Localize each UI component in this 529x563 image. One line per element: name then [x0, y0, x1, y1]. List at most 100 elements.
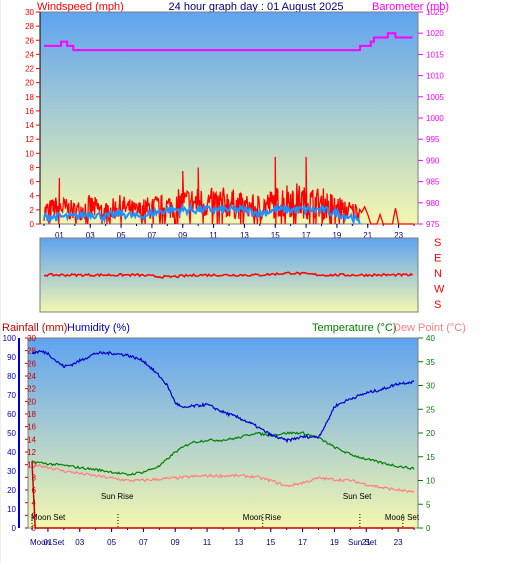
rainfall-axis-label: Rainfall (mm): [2, 322, 67, 334]
rain-y-tick-label: 24: [27, 372, 36, 381]
dewpoint-axis-label: Dew Point (°C): [393, 322, 466, 334]
wind-x-tick-label: 03: [86, 231, 95, 240]
wind-x-tick-label: 13: [240, 231, 249, 240]
rain-y-tick-label: 14: [27, 435, 36, 444]
humidity-axis-label: Humidity (%): [67, 322, 130, 334]
temp-plot-area: [27, 337, 419, 529]
temperature-axis-label: Temperature (°C): [312, 322, 396, 334]
humidity-y-tick-label: 20: [7, 486, 16, 495]
humidity-y-axis: 0 10 20 30 40 50 60 70 80 90 100: [3, 334, 20, 533]
wind-y-tick-label: 10: [25, 149, 34, 158]
wind-y-tick-label: 4: [30, 192, 35, 201]
humidity-y-tick-label: 80: [7, 372, 16, 381]
wind-y-tick-label: 22: [25, 65, 34, 74]
humidity-y-tick-label: 60: [7, 410, 16, 419]
wind-plot-area: [39, 11, 419, 225]
temp-x-tick-label: 21: [362, 538, 371, 547]
wind-y-tick-label: 8: [30, 163, 35, 172]
temp-y-tick-label: 0: [426, 524, 431, 533]
moon-set-label-left: Moon Set: [31, 513, 66, 522]
wind-x-tick-label: 19: [332, 231, 341, 240]
rain-y-tick-label: 16: [27, 423, 36, 432]
sun-set-axis-marker: Sun Set: [348, 538, 377, 547]
rain-y-tick-label: 30: [27, 334, 36, 343]
wind-x-tick-label: 01: [55, 231, 64, 240]
sun-rise-label: Sun Rise: [101, 492, 134, 501]
baro-y-tick-label: 980: [426, 199, 440, 208]
barometer-axis-label: Barometer (mb): [372, 1, 449, 13]
moon-set-label-right: Moon Set: [385, 513, 420, 522]
temperature-series: [31, 431, 415, 476]
wind-y-tick-label: 26: [25, 36, 34, 45]
temp-x-tick-label: 07: [139, 538, 148, 547]
temp-y-tick-label: 15: [426, 453, 435, 462]
baro-y-tick-label: 1005: [426, 93, 444, 102]
moon-rise-label: Moon Rise: [243, 513, 282, 522]
temp-x-tick-label: 01: [43, 538, 52, 547]
temp-x-tick-label: 09: [171, 538, 180, 547]
wind-y-tick-label: 28: [25, 22, 34, 31]
chart-title: 24 hour graph day : 01 August 2025: [169, 1, 344, 13]
temp-x-tick-label: 13: [234, 538, 243, 547]
wind-y-tick-label: 18: [25, 93, 34, 102]
direction-series-group: [43, 271, 414, 279]
wind-x-tick-label: 11: [209, 231, 218, 240]
temp-y-tick-label: 40: [426, 334, 435, 343]
baro-y-tick-label: 995: [426, 135, 440, 144]
compass-label: S: [434, 299, 441, 311]
rain-y-tick-label: 28: [27, 347, 36, 356]
humidity-series: [31, 349, 415, 444]
humidity-y-tick-label: 100: [3, 334, 17, 343]
temp-x-tick-label: 17: [298, 538, 307, 547]
rain-y-tick-label: 22: [27, 385, 36, 394]
wind-x-tick-label: 09: [178, 231, 187, 240]
moon-set-axis-marker: Moon Set: [30, 538, 65, 547]
humidity-y-tick-label: 10: [7, 505, 16, 514]
humidity-y-tick-label: 0: [12, 524, 17, 533]
compass-label: E: [434, 253, 441, 265]
wind-direction-series: [43, 271, 414, 279]
wind-baro-panel: Windspeed (mph) 24 hour graph day : 01 A…: [25, 1, 449, 240]
baro-y-tick-label: 985: [426, 178, 440, 187]
temp-x-tick-label: 11: [203, 538, 212, 547]
wind-y-tick-label: 14: [25, 121, 34, 130]
baro-y-tick-label: 1015: [426, 50, 444, 59]
wind-x-tick-label: 21: [363, 231, 372, 240]
temp-x-tick-label: 19: [330, 538, 339, 547]
rain-y-tick-label: 18: [27, 410, 36, 419]
rain-y-tick-label: 20: [27, 397, 36, 406]
wind-y-tick-label: 30: [25, 8, 34, 17]
wind-x-tick-label: 17: [302, 231, 311, 240]
compass-label: S: [434, 237, 441, 249]
compass-label: W: [434, 284, 445, 296]
temp-x-tick-label: 03: [75, 538, 84, 547]
compass-label: N: [434, 268, 442, 280]
wind-y-tick-label: 16: [25, 107, 34, 116]
dewpoint-series: [31, 462, 415, 493]
wind-y-tick-label: 6: [30, 178, 35, 187]
baro-y-tick-label: 1025: [426, 8, 444, 17]
event-markers: Sun Rise Sun Set Moon Rise Moon Set Moon Set: [31, 492, 420, 528]
rain-y-tick-label: 8: [32, 473, 37, 482]
wind-y-tick-label: 20: [25, 79, 34, 88]
humidity-y-tick-label: 30: [7, 467, 16, 476]
humidity-y-tick-label: 50: [7, 429, 16, 438]
temp-y-tick-label: 30: [426, 382, 435, 391]
baro-y-tick-label: 975: [426, 220, 440, 229]
wind-x-tick-label: 23: [394, 231, 403, 240]
temp-x-tick-label: 05: [107, 538, 116, 547]
barometer-y-axis: 975 980 985 990 995 1000 1005 1010 1015 1020 1025: [418, 8, 444, 229]
temp-series-group: [31, 349, 415, 529]
humidity-y-tick-label: 70: [7, 391, 16, 400]
wind-x-tick-label: 07: [147, 231, 156, 240]
wind-y-tick-label: 12: [25, 135, 34, 144]
sun-set-label: Sun Set: [343, 492, 372, 501]
baro-y-tick-label: 1000: [426, 114, 444, 123]
humidity-y-tick-label: 90: [7, 353, 16, 362]
temp-x-tick-label: 23: [394, 538, 403, 547]
wind-y-tick-label: 0: [30, 220, 35, 229]
rain-y-tick-label: 0: [32, 524, 37, 533]
wind-y-tick-label: 24: [25, 50, 34, 59]
